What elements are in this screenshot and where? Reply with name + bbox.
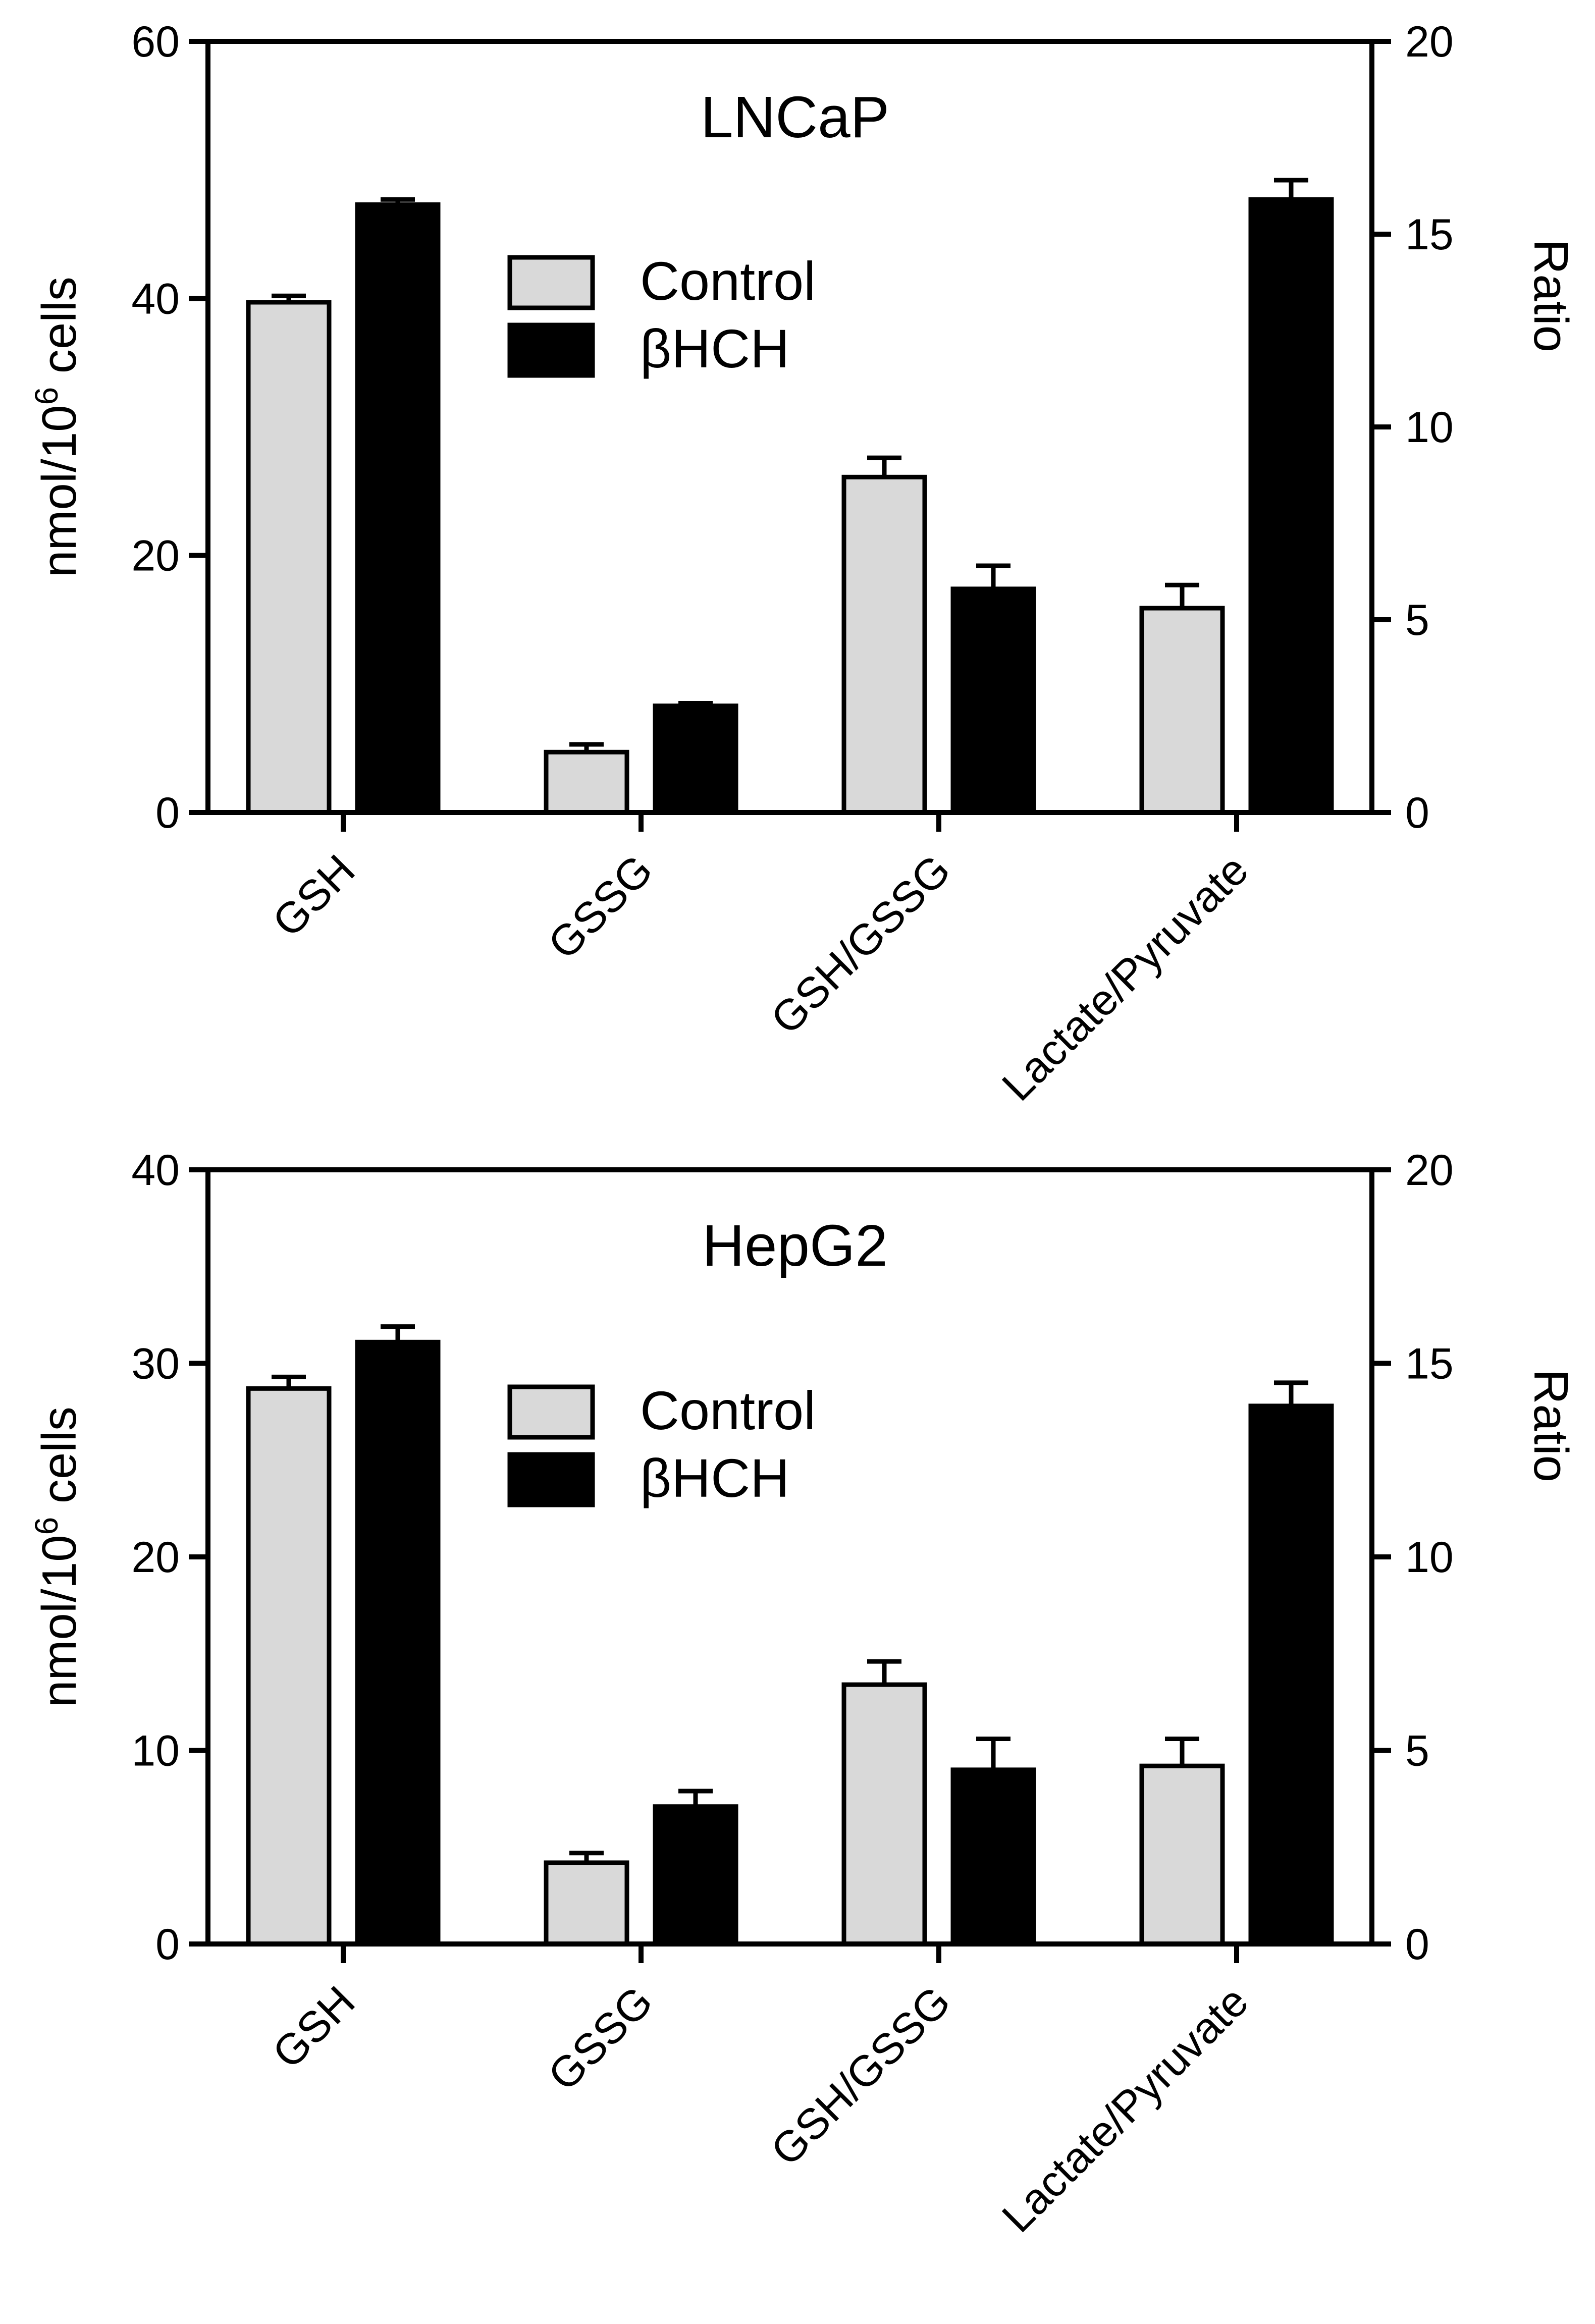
bar-control-1 <box>544 1860 629 1947</box>
right-tick-label: 5 <box>1405 596 1429 644</box>
right-tick-label: 15 <box>1405 1340 1454 1388</box>
right-tick-label: 0 <box>1405 1920 1429 1969</box>
left-tick-label: 20 <box>131 1533 180 1582</box>
bar-bhch-3 <box>1248 1403 1334 1947</box>
left-tick-label: 30 <box>131 1340 180 1388</box>
left-tick-label: 20 <box>131 532 180 580</box>
category-label: GSH/GSSG <box>762 846 960 1044</box>
chart-title: LNCaP <box>701 84 889 150</box>
category-label: GSSG <box>539 1977 662 2100</box>
bar-bhch-1 <box>653 704 738 815</box>
axis-title-suffix: cells <box>32 277 86 387</box>
right-tick-label: 20 <box>1405 18 1454 66</box>
left-tick-label: 40 <box>131 275 180 323</box>
bar-bhch-2 <box>950 1767 1036 1947</box>
right-tick-label: 10 <box>1405 1533 1454 1582</box>
category-label: GSH <box>263 1977 364 2078</box>
right-axis-title: Ratio <box>1524 239 1578 352</box>
bar-bhch-2 <box>950 586 1036 815</box>
axis-title-suffix: cells <box>32 1407 86 1517</box>
category-label: GSSG <box>539 846 662 969</box>
legend-swatch-1 <box>507 1452 595 1507</box>
left-axis-title: nmol/106 cells <box>28 1407 86 1707</box>
bar-bhch-1 <box>653 1804 738 1947</box>
legend-swatch-0 <box>507 1384 595 1440</box>
axis-title-superscript: 6 <box>28 1517 65 1535</box>
legend-swatch-1 <box>507 322 595 378</box>
right-tick-label: 0 <box>1405 789 1429 837</box>
bar-control-2 <box>841 1682 927 1947</box>
chart-panel-1: 0 10 20 30 40 0 5 10 15 20 GSH GSSG GSH/GSSG Lactate/… <box>28 1146 1578 2242</box>
right-tick-label: 15 <box>1405 210 1454 259</box>
bar-control-3 <box>1139 1763 1225 1947</box>
bar-bhch-0 <box>355 202 441 815</box>
left-tick-label: 10 <box>131 1727 180 1775</box>
category-label: Lactate/Pyruvate <box>993 1977 1257 2242</box>
left-tick-label: 0 <box>155 789 180 837</box>
legend-label-0: Control <box>640 1380 816 1441</box>
right-tick-label: 10 <box>1405 403 1454 452</box>
legend-label-1: βHCH <box>640 318 789 379</box>
axis-title-superscript: 6 <box>28 387 65 405</box>
bar-control-1 <box>544 749 629 815</box>
bar-control-2 <box>841 474 927 815</box>
category-label: GSH/GSSG <box>762 1977 960 2175</box>
left-tick-label: 0 <box>155 1920 180 1969</box>
left-tick-label: 60 <box>131 18 180 66</box>
bar-bhch-3 <box>1248 197 1334 815</box>
bar-control-0 <box>246 1386 332 1947</box>
legend-label-0: Control <box>640 250 816 311</box>
right-tick-label: 5 <box>1405 1727 1429 1775</box>
bar-bhch-0 <box>355 1339 441 1947</box>
right-tick-label: 20 <box>1405 1146 1454 1195</box>
category-label: Lactate/Pyruvate <box>993 846 1257 1110</box>
left-axis-title: nmol/106 cells <box>28 277 86 577</box>
category-label: GSH <box>263 846 364 947</box>
chart-panel-0: 0 20 40 60 0 5 10 15 20 GSH GSSG GSH/GSSG Lactate/Py… <box>28 18 1578 1110</box>
left-tick-label: 40 <box>131 1146 180 1195</box>
legend-label-1: βHCH <box>640 1447 789 1508</box>
right-axis-title: Ratio <box>1524 1369 1578 1482</box>
bar-control-0 <box>246 300 332 815</box>
legend-swatch-0 <box>507 255 595 310</box>
bar-control-3 <box>1139 606 1225 815</box>
chart-title: HepG2 <box>702 1213 888 1278</box>
